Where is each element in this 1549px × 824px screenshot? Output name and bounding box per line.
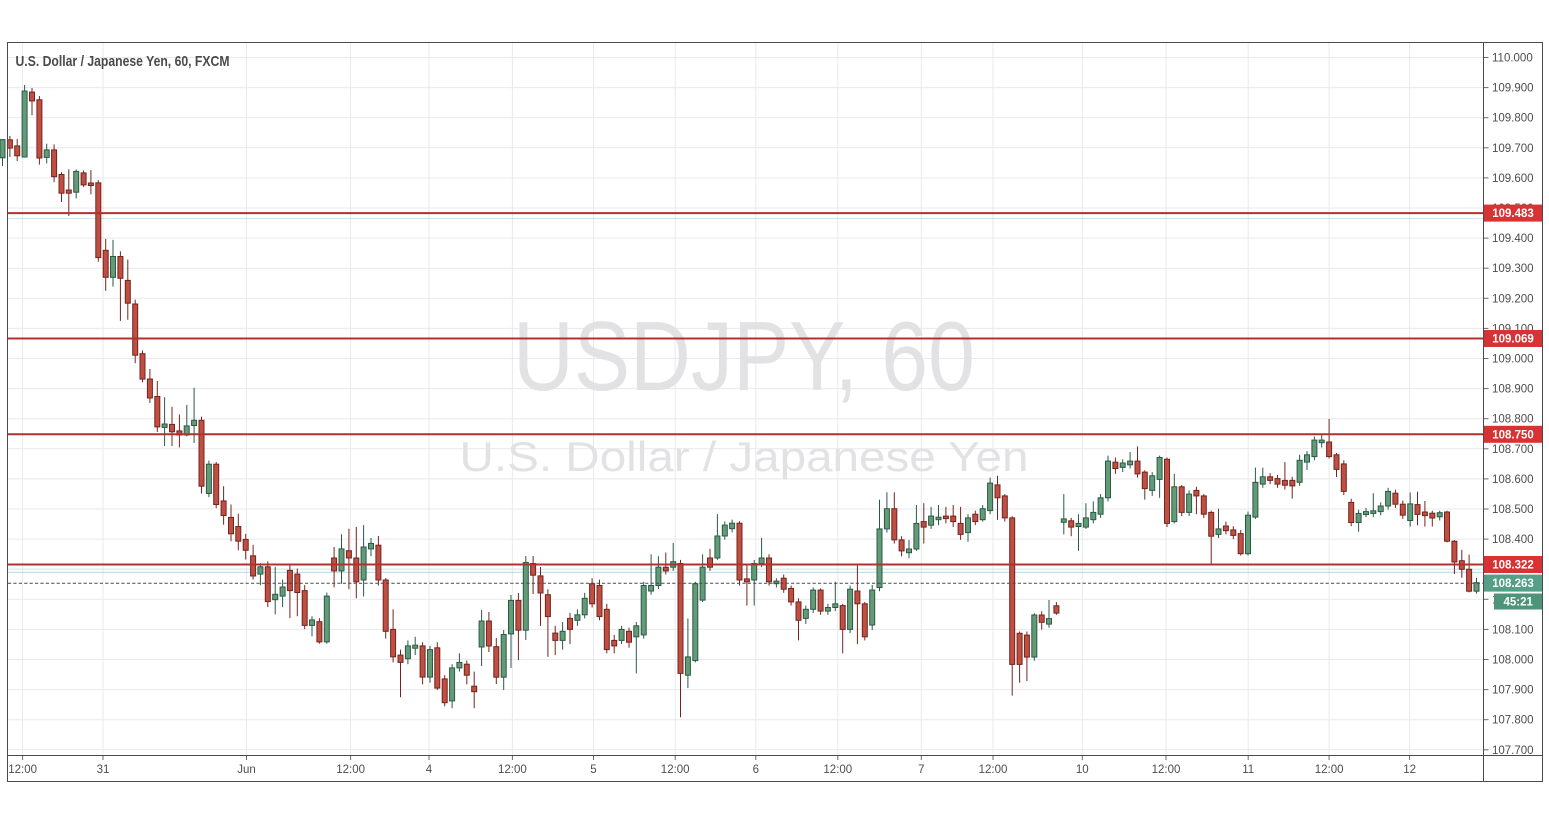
svg-text:108.750: 108.750 (1492, 429, 1534, 441)
svg-text:108.000: 108.000 (1492, 655, 1534, 667)
svg-text:12:00: 12:00 (661, 764, 690, 776)
svg-text:12:00: 12:00 (1315, 764, 1344, 776)
svg-text:U.S. Dollar / Japanese Yen: U.S. Dollar / Japanese Yen (460, 433, 1029, 480)
svg-text:12:00: 12:00 (823, 764, 852, 776)
svg-text:U.S. Dollar / Japanese Yen, 60: U.S. Dollar / Japanese Yen, 60, FXCM (16, 53, 230, 70)
svg-text:108.100: 108.100 (1492, 624, 1534, 636)
svg-text:108.263: 108.263 (1492, 578, 1534, 590)
svg-text:107.700: 107.700 (1492, 745, 1534, 757)
svg-text:4: 4 (426, 764, 433, 776)
svg-text:107.900: 107.900 (1492, 685, 1534, 697)
svg-text:12:00: 12:00 (1152, 764, 1181, 776)
svg-text:108.700: 108.700 (1492, 444, 1534, 456)
svg-text:109.000: 109.000 (1492, 354, 1534, 366)
svg-text:109.483: 109.483 (1492, 208, 1534, 220)
svg-text:USDJPY, 60: USDJPY, 60 (513, 301, 975, 411)
svg-text:108.400: 108.400 (1492, 534, 1534, 546)
svg-text:10: 10 (1076, 764, 1089, 776)
svg-text:Jun: Jun (237, 764, 256, 776)
svg-text:109.300: 109.300 (1492, 263, 1534, 275)
svg-text:5: 5 (590, 764, 596, 776)
svg-text:109.900: 109.900 (1492, 83, 1534, 95)
svg-text:109.200: 109.200 (1492, 293, 1534, 305)
svg-text:7: 7 (918, 764, 924, 776)
svg-text:108.322: 108.322 (1492, 560, 1534, 572)
svg-text:109.700: 109.700 (1492, 143, 1534, 155)
svg-text:12:00: 12:00 (8, 764, 37, 776)
svg-text:108.500: 108.500 (1492, 504, 1534, 516)
svg-text:12: 12 (1403, 764, 1416, 776)
svg-text:6: 6 (753, 764, 759, 776)
svg-text:107.800: 107.800 (1492, 715, 1534, 727)
svg-text:108.800: 108.800 (1492, 414, 1534, 426)
svg-text:31: 31 (97, 764, 110, 776)
svg-text:12:00: 12:00 (498, 764, 527, 776)
svg-text:108.600: 108.600 (1492, 474, 1534, 486)
svg-text:109.800: 109.800 (1492, 113, 1534, 125)
svg-text:108.900: 108.900 (1492, 384, 1534, 396)
svg-text:12:00: 12:00 (336, 764, 365, 776)
svg-text:110.000: 110.000 (1492, 53, 1533, 65)
svg-text:45:21: 45:21 (1503, 597, 1533, 609)
svg-text:12:00: 12:00 (979, 764, 1008, 776)
svg-text:109.600: 109.600 (1492, 173, 1534, 185)
svg-text:11: 11 (1242, 764, 1254, 776)
svg-text:109.069: 109.069 (1492, 334, 1534, 346)
svg-text:109.400: 109.400 (1492, 233, 1534, 245)
